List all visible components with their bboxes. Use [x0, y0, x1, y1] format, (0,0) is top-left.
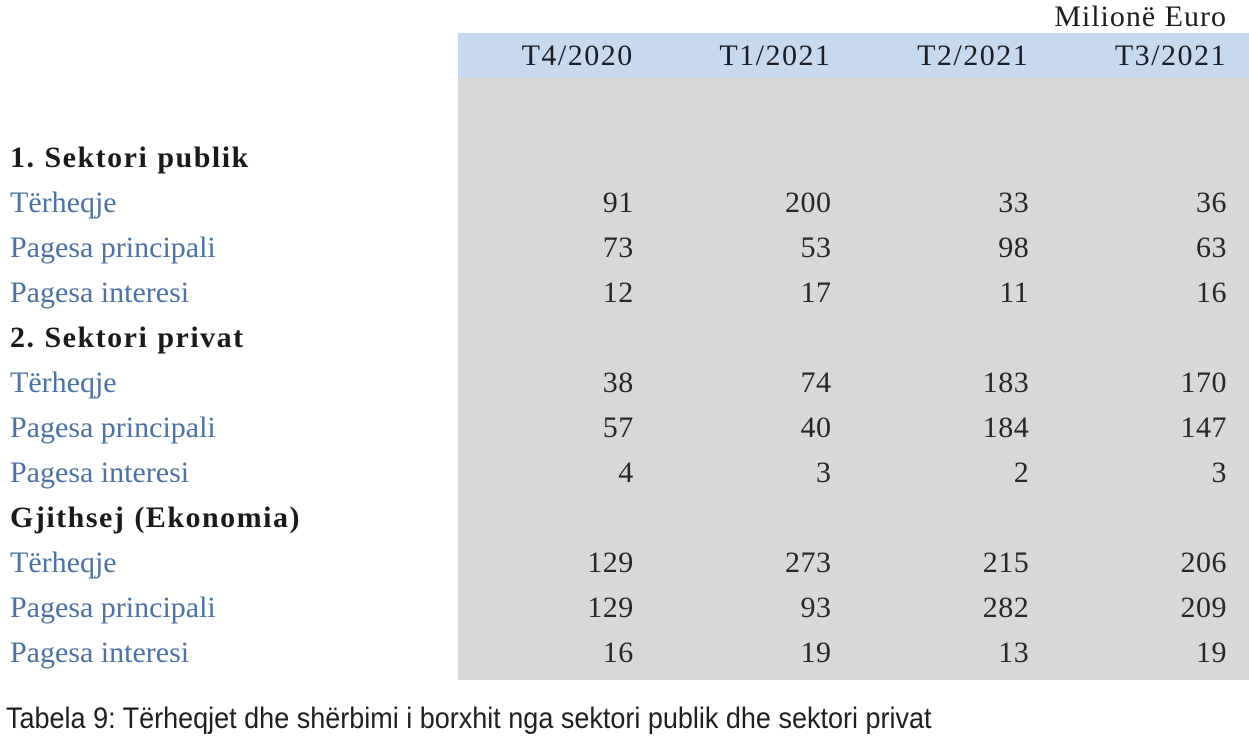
table-row: Pagesa principali 129 93 282 209 — [0, 585, 1249, 630]
cell-value: 33 — [853, 180, 1052, 225]
cell-value: 206 — [1051, 540, 1249, 585]
empty-cell — [853, 315, 1052, 360]
cell-value: 129 — [458, 585, 656, 630]
empty-cell — [458, 78, 656, 135]
empty-cell — [853, 675, 1052, 680]
table-body: 1. Sektori publik Tërheqje 91 200 33 36 … — [0, 78, 1249, 680]
section-title: Gjithsej (Ekonomia) — [10, 500, 301, 534]
empty-cell — [655, 495, 854, 540]
section-row: 1. Sektori publik — [0, 135, 1249, 180]
cell-value: 170 — [1051, 360, 1249, 405]
row-label: Pagesa principali — [10, 230, 216, 264]
column-header: T1/2021 — [655, 33, 854, 78]
empty-cell — [655, 315, 854, 360]
row-label: Pagesa principali — [10, 410, 216, 444]
cell-value: 200 — [655, 180, 854, 225]
cell-value: 11 — [853, 270, 1052, 315]
row-label: Pagesa interesi — [10, 275, 190, 309]
table-row: Pagesa interesi 16 19 13 19 — [0, 630, 1249, 675]
cell-value: 19 — [1051, 630, 1249, 675]
section-row: 2. Sektori privat — [0, 315, 1249, 360]
empty-cell — [1051, 135, 1249, 180]
cell-value: 36 — [1051, 180, 1249, 225]
cell-value: 16 — [458, 630, 656, 675]
cell-value: 184 — [853, 405, 1052, 450]
cell-value: 4 — [458, 450, 656, 495]
data-table: T4/2020 T1/2021 T2/2021 T3/2021 1. Sekto… — [0, 33, 1249, 680]
column-header: T2/2021 — [853, 33, 1052, 78]
cell-value: 129 — [458, 540, 656, 585]
section-row: Gjithsej (Ekonomia) — [0, 495, 1249, 540]
section-title: 1. Sektori publik — [10, 140, 250, 174]
row-label: Tërheqje — [10, 365, 117, 399]
empty-cell — [853, 135, 1052, 180]
table-row: Pagesa principali 57 40 184 147 — [0, 405, 1249, 450]
empty-cell — [458, 675, 656, 680]
cell-value: 98 — [853, 225, 1052, 270]
cell-value: 16 — [1051, 270, 1249, 315]
cell-value: 12 — [458, 270, 656, 315]
empty-cell — [655, 675, 854, 680]
cell-value: 19 — [655, 630, 854, 675]
unit-label: Milionë Euro — [1054, 0, 1227, 33]
cell-value: 215 — [853, 540, 1052, 585]
cell-value: 40 — [655, 405, 854, 450]
cell-value: 74 — [655, 360, 854, 405]
table-bottom-padding — [0, 675, 1249, 680]
cell-value: 17 — [655, 270, 854, 315]
row-label: Tërheqje — [10, 545, 117, 579]
cell-value: 73 — [458, 225, 656, 270]
cell-value: 147 — [1051, 405, 1249, 450]
empty-cell — [853, 78, 1052, 135]
empty-cell — [1051, 315, 1249, 360]
table-row: Pagesa interesi 4 3 2 3 — [0, 450, 1249, 495]
spacer-row — [0, 78, 1249, 135]
empty-cell — [458, 135, 656, 180]
empty-cell — [458, 315, 656, 360]
cell-value: 57 — [458, 405, 656, 450]
table-row: Tërheqje 91 200 33 36 — [0, 180, 1249, 225]
cell-value: 53 — [655, 225, 854, 270]
cell-value: 3 — [655, 450, 854, 495]
section-title: 2. Sektori privat — [10, 320, 245, 354]
table-row: Tërheqje 129 273 215 206 — [0, 540, 1249, 585]
cell-value: 2 — [853, 450, 1052, 495]
cell-value: 63 — [1051, 225, 1249, 270]
empty-cell — [655, 78, 854, 135]
column-header: T3/2021 — [1051, 33, 1249, 78]
empty-cell — [458, 495, 656, 540]
empty-cell — [853, 495, 1052, 540]
cell-value: 93 — [655, 585, 854, 630]
cell-value: 3 — [1051, 450, 1249, 495]
cell-value: 91 — [458, 180, 656, 225]
empty-cell — [655, 135, 854, 180]
cell-value: 13 — [853, 630, 1052, 675]
table-caption: Tabela 9: Tërheqjet dhe shërbimi i borxh… — [6, 702, 932, 735]
row-label: Pagesa interesi — [10, 455, 190, 489]
row-label: Pagesa interesi — [10, 635, 190, 669]
cell-value: 38 — [458, 360, 656, 405]
table-row: Pagesa principali 73 53 98 63 — [0, 225, 1249, 270]
row-label: Tërheqje — [10, 185, 117, 219]
cell-value: 183 — [853, 360, 1052, 405]
table-row: Pagesa interesi 12 17 11 16 — [0, 270, 1249, 315]
table-header-row: T4/2020 T1/2021 T2/2021 T3/2021 — [0, 33, 1249, 78]
column-header: T4/2020 — [458, 33, 656, 78]
cell-value: 273 — [655, 540, 854, 585]
cell-value: 282 — [853, 585, 1052, 630]
row-label: Pagesa principali — [10, 590, 216, 624]
cell-value: 209 — [1051, 585, 1249, 630]
empty-cell — [1051, 675, 1249, 680]
empty-cell — [1051, 78, 1249, 135]
table-row: Tërheqje 38 74 183 170 — [0, 360, 1249, 405]
empty-cell — [1051, 495, 1249, 540]
